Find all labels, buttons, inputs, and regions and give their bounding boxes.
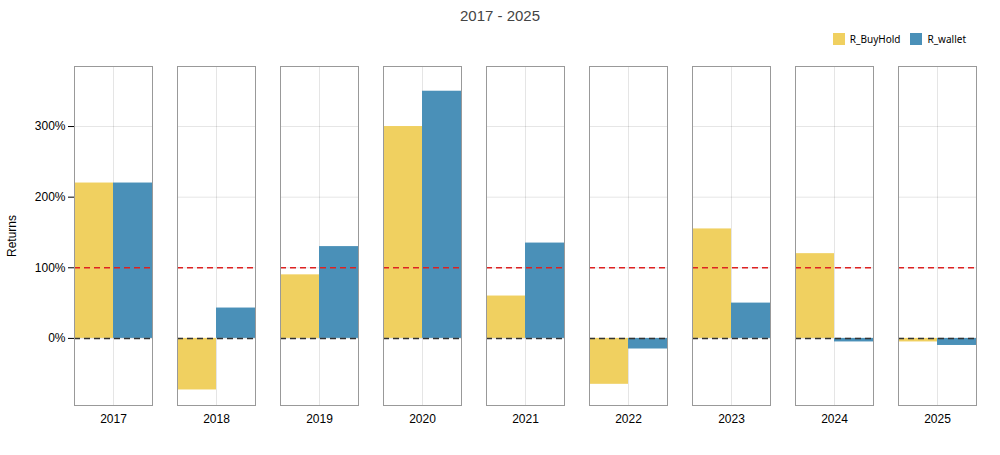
- svg-text:2022: 2022: [615, 412, 642, 426]
- html-text:2017 - 2025: 2017 - 2025: [460, 7, 540, 24]
- html-text:R_BuyHold: R_BuyHold: [849, 31, 901, 46]
- svg-text:Returns: Returns: [5, 215, 19, 257]
- svg-text:2017: 2017: [100, 412, 127, 426]
- svg-text:300%: 300%: [35, 119, 66, 133]
- svg-text:2020: 2020: [409, 412, 436, 426]
- svg-text:200%: 200%: [35, 190, 66, 204]
- svg-text:0%: 0%: [48, 331, 66, 345]
- svg-text:2021: 2021: [512, 412, 539, 426]
- svg-text:2018: 2018: [203, 412, 230, 426]
- svg-text:2019: 2019: [306, 412, 333, 426]
- svg-text:2023: 2023: [718, 412, 745, 426]
- html-text:R_wallet: R_wallet: [927, 31, 966, 46]
- svg-text:100%: 100%: [35, 261, 66, 275]
- svg-text:2025: 2025: [924, 412, 951, 426]
- svg-text:2024: 2024: [821, 412, 848, 426]
